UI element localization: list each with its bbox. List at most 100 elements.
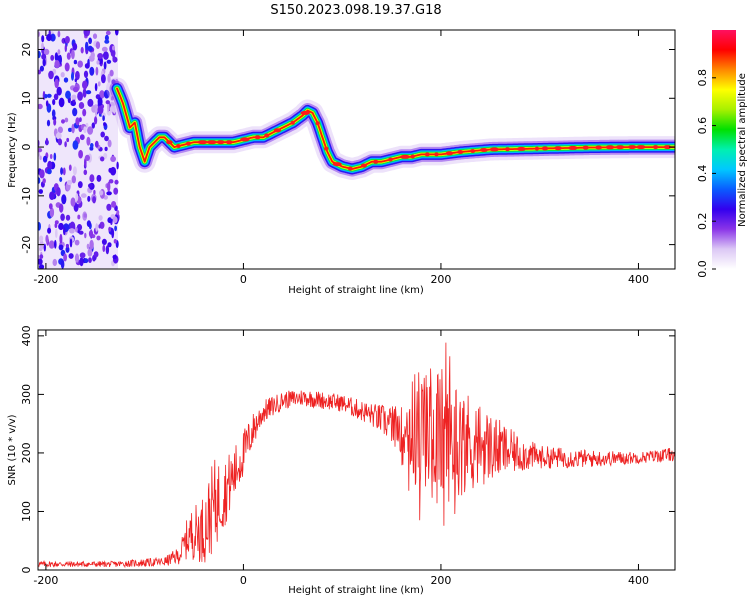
noise-blob (75, 226, 78, 233)
noise-blob (96, 235, 101, 241)
noise-blob (90, 143, 94, 148)
noise-blob (75, 117, 80, 126)
noise-blob (113, 187, 119, 195)
ridge-peak (489, 147, 499, 152)
ridge-peak (388, 157, 393, 162)
colorbar-tick-label: 0.2 (696, 212, 709, 230)
noise-blob (88, 257, 92, 263)
noise-blob (50, 54, 55, 61)
ridge-peak (595, 145, 603, 150)
noise-blob (72, 166, 77, 176)
noise-blob (44, 94, 48, 99)
noise-blob (43, 243, 46, 252)
noise-blob (38, 264, 45, 269)
noise-blob (71, 123, 75, 134)
noise-blob (100, 156, 105, 162)
x-tick-label: 400 (628, 574, 649, 587)
ridge-peak (479, 148, 488, 152)
noise-blob (112, 45, 115, 51)
ridge-peak (206, 140, 217, 145)
noise-blob (86, 136, 91, 146)
ridge-peak (457, 150, 464, 154)
noise-blob (42, 178, 46, 184)
ridge-peak (225, 140, 233, 145)
y-tick-label: 0 (20, 567, 33, 574)
noise-blob (114, 225, 117, 232)
noise-blob (62, 167, 66, 176)
noise-blob (68, 253, 74, 259)
noise-blob (74, 253, 80, 263)
noise-blob (87, 98, 94, 107)
noise-blob (65, 90, 71, 100)
noise-blob (63, 227, 66, 236)
noise-blob (112, 254, 117, 260)
noise-blob (45, 234, 49, 244)
ridge-peak (568, 145, 578, 150)
noise-blob (107, 73, 111, 84)
noise-blob (59, 233, 63, 244)
noise-blob (72, 107, 78, 117)
noise-blob (77, 91, 83, 101)
y-tick-label: 300 (20, 384, 33, 405)
noise-blob (84, 232, 87, 239)
noise-blob (58, 222, 64, 231)
noise-blob (47, 227, 52, 234)
spectrogram-panel: -200 0 200 400 -20 -10 0 10 20 Height of straig… (7, 29, 676, 296)
ridge-peak (176, 144, 181, 148)
noise-blob (75, 70, 80, 81)
snr-plot-area (38, 330, 675, 570)
y-tick-label: 20 (20, 43, 33, 57)
ridge-peak (264, 133, 270, 138)
ridge-peak (424, 152, 430, 157)
noise-blob (110, 166, 117, 176)
noise-blob (42, 58, 46, 67)
ridge-peak (197, 140, 208, 145)
noise-blob (60, 259, 65, 269)
noise-blob (38, 152, 41, 157)
noise-blob (89, 239, 94, 250)
noise-blob (58, 97, 65, 108)
noise-blob (41, 35, 45, 43)
noise-blob (71, 175, 77, 184)
noise-blob (97, 81, 101, 87)
noise-blob (110, 156, 116, 162)
ridge-peak (360, 163, 367, 168)
noise-blob (88, 183, 93, 188)
noise-blob (116, 161, 119, 170)
ridge-peak (347, 166, 353, 171)
noise-blob (101, 112, 106, 118)
noise-blob (102, 244, 106, 252)
colorbar-ticks: 0.0 0.2 0.4 0.6 0.8 (696, 69, 716, 278)
noise-blob (78, 149, 83, 159)
y-tick-label: 100 (20, 501, 33, 522)
noise-blob (53, 93, 59, 101)
snr-series-line (38, 342, 675, 569)
noise-blob (108, 179, 114, 184)
noise-blob (39, 235, 44, 242)
noise-blob (66, 179, 73, 186)
noise-blob (94, 107, 98, 117)
ridge-peak (605, 145, 615, 150)
ridge-peak (434, 152, 439, 157)
noise-blob (87, 248, 93, 257)
noise-blob (101, 46, 108, 52)
noise-blob (93, 251, 99, 258)
noise-blob (61, 119, 65, 124)
noise-blob (54, 60, 60, 69)
noise-blob (97, 97, 103, 107)
ridge-peak (534, 146, 539, 151)
noise-blob (105, 30, 111, 36)
noise-blob (104, 34, 109, 42)
noise-blob (80, 193, 87, 198)
x-tick-label: 200 (430, 574, 451, 587)
noise-blob (77, 214, 81, 220)
y-tick-label: 200 (20, 442, 33, 463)
noise-blob (66, 52, 71, 60)
noise-blob (95, 66, 99, 76)
noise-blob (57, 126, 64, 134)
noise-blob (46, 33, 52, 42)
noise-blob (84, 258, 89, 264)
noise-blob (66, 137, 70, 143)
noise-blob (96, 174, 102, 182)
